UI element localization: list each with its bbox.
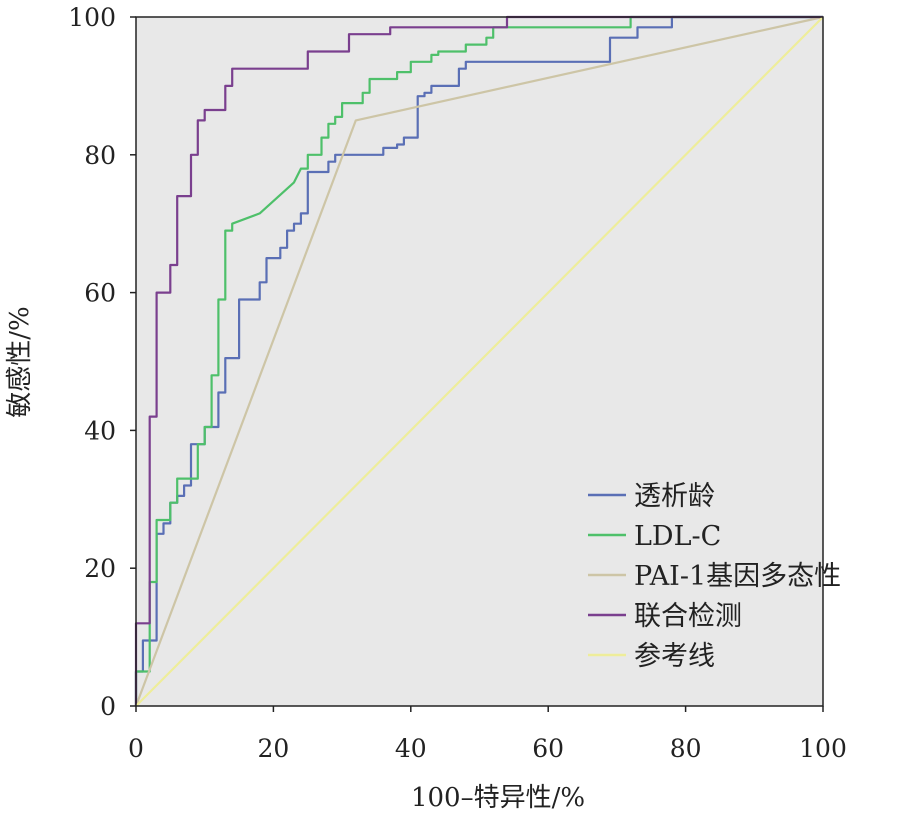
x-tick-label: 60 bbox=[532, 734, 564, 763]
y-tick-label: 0 bbox=[100, 692, 116, 721]
series-line-3 bbox=[134, 15, 824, 707]
y-tick-label: 100 bbox=[68, 3, 116, 32]
y-axis-title: 敏感性/% bbox=[5, 306, 35, 417]
x-axis-title: 100–特异性/% bbox=[411, 783, 585, 813]
legend-label-3: PAI-1基因多态性 bbox=[634, 561, 841, 592]
x-tick-label: 100 bbox=[799, 734, 847, 763]
series-layer bbox=[134, 15, 824, 707]
x-tick-label: 80 bbox=[670, 734, 702, 763]
legend-label-1: 透析龄 bbox=[634, 481, 715, 512]
series-line-2 bbox=[134, 15, 823, 706]
legend-label-2: LDL-C bbox=[634, 521, 721, 552]
x-tick-label: 0 bbox=[128, 734, 144, 763]
plot-frame bbox=[135, 16, 824, 707]
series-line-4 bbox=[134, 15, 823, 706]
y-tick-label: 20 bbox=[84, 554, 116, 583]
y-tick-label: 40 bbox=[84, 416, 116, 445]
legend-label-4: 联合检测 bbox=[634, 601, 742, 632]
y-tick-label: 60 bbox=[84, 279, 116, 308]
ticks-layer: 0 20 40 60 80 100 0 20 40 60 80 100 bbox=[68, 3, 847, 763]
x-tick-label: 20 bbox=[257, 734, 289, 763]
legend-label-5: 参考线 bbox=[634, 641, 715, 672]
y-tick-label: 80 bbox=[84, 141, 116, 170]
series-line-5 bbox=[135, 16, 824, 707]
x-tick-label: 40 bbox=[395, 734, 427, 763]
